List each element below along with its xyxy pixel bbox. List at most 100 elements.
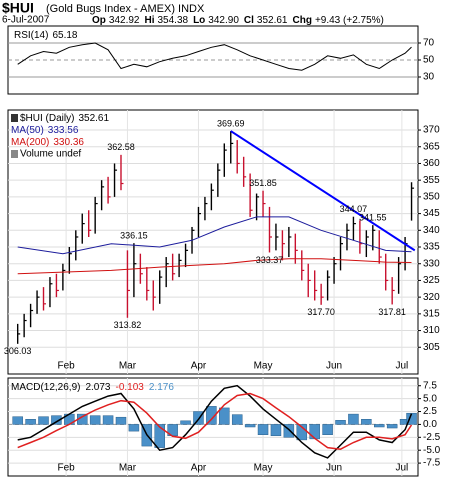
- x-tick-label: Feb: [57, 463, 75, 474]
- y-tick-label: 70: [423, 38, 435, 49]
- legend-value: 2.073: [85, 382, 110, 393]
- legend-value: 333.56: [48, 125, 79, 136]
- stat-label: Cl: [244, 15, 254, 26]
- y-tick-label: 365: [423, 141, 440, 152]
- legend: $HUI (Daily) 352.61: [20, 113, 109, 124]
- stat-label: Chg: [292, 15, 311, 26]
- histogram-bar: [348, 413, 359, 425]
- y-tick-label: 370: [423, 125, 440, 136]
- legend: Volume undef: [20, 149, 81, 160]
- legend: RSI(14) 65.18: [14, 30, 78, 41]
- histogram-bar: [406, 412, 417, 425]
- y-tick-label: 320: [423, 292, 440, 303]
- y-tick-label: 330: [423, 258, 440, 269]
- x-tick-label: Apr: [191, 361, 207, 372]
- x-tick-label: Mar: [119, 361, 137, 372]
- legend: MA(200) 330.36: [11, 137, 84, 148]
- x-tick-label: Mar: [119, 463, 137, 474]
- histogram-bar: [193, 411, 204, 425]
- legend-name: MA(50): [11, 125, 44, 136]
- legend-value: 330.36: [53, 137, 84, 148]
- legend-name: MA(200): [11, 137, 49, 148]
- histogram-bar: [51, 415, 62, 425]
- series-line: [17, 216, 412, 255]
- y-tick-label: 7.5: [423, 380, 437, 391]
- stat-label: Op: [92, 15, 106, 26]
- stat-label: Lo: [193, 15, 205, 26]
- y-tick-label: 355: [423, 175, 440, 186]
- histogram-bar: [128, 424, 140, 432]
- x-tick-label: Jul: [395, 463, 408, 474]
- price-annotation: 369.69: [217, 118, 245, 128]
- price-annotation: 351.85: [249, 178, 277, 188]
- y-tick-label: 2.5: [423, 406, 437, 417]
- legend-value: 352.61: [78, 113, 109, 124]
- price-annotation: 362.58: [107, 142, 135, 152]
- histogram-bar: [335, 420, 346, 425]
- y-tick-label: 315: [423, 308, 440, 319]
- y-tick-label: 335: [423, 242, 440, 253]
- legend-name: MACD(12,26,9): [11, 382, 80, 393]
- x-tick-label: May: [254, 361, 273, 372]
- y-tick-label: -7.5: [423, 458, 441, 469]
- legend-name: RSI(14): [14, 30, 48, 41]
- histogram-bar: [244, 424, 256, 428]
- x-tick-label: Jul: [395, 361, 408, 372]
- y-tick-label: 345: [423, 208, 440, 219]
- legend-name: $HUI (Daily): [20, 113, 74, 124]
- x-tick-label: Jun: [326, 361, 342, 372]
- x-tick-label: Jun: [326, 463, 342, 474]
- series-line: [17, 392, 413, 450]
- y-tick-label: 310: [423, 325, 440, 336]
- y-tick-label: -2.5: [423, 432, 441, 443]
- legend-swatch: [11, 114, 18, 122]
- histogram-bar: [322, 424, 333, 435]
- stat-value: 342.90: [208, 15, 239, 26]
- y-tick-label: 350: [423, 192, 440, 203]
- y-tick-label: 30: [423, 72, 435, 83]
- price-stats: Op 342.92 Hi 354.38 Lo 342.90 Cl 352.61 Chg +9.43…: [92, 15, 384, 26]
- histogram-bar: [309, 424, 320, 440]
- stat-value: +9.43 (+2.75%): [315, 15, 384, 26]
- legend-value: -0.103: [116, 382, 145, 393]
- histogram-bar: [12, 416, 23, 425]
- price-annotation: 341.55: [359, 212, 387, 222]
- stat-value: 352.61: [257, 15, 288, 26]
- histogram-bar: [89, 415, 101, 425]
- series-line: [17, 384, 413, 459]
- histogram-bar: [257, 424, 269, 435]
- histogram-bar: [231, 414, 243, 425]
- y-tick-label: 340: [423, 225, 440, 236]
- y-tick-label: 325: [423, 275, 440, 286]
- legend-value: 65.18: [52, 30, 77, 41]
- panel-frame: [7, 377, 419, 477]
- histogram-bar: [219, 407, 230, 425]
- price-annotation: 313.82: [114, 320, 142, 330]
- stat-label: Hi: [144, 15, 154, 26]
- legend: MA(50) 333.56: [11, 125, 79, 136]
- price-annotation: 317.81: [378, 307, 406, 317]
- trendline: [230, 130, 416, 252]
- price-annotation: 306.03: [4, 346, 32, 356]
- x-tick-label: May: [254, 463, 273, 474]
- date: 6-Jul-2007: [2, 15, 50, 26]
- stat-value: 342.92: [109, 15, 140, 26]
- series-line: [17, 42, 412, 71]
- histogram-bar: [206, 406, 217, 425]
- series-line: [17, 258, 412, 275]
- index-name: (Gold Bugs Index - AMEX) INDX: [46, 3, 205, 15]
- y-tick-label: 50: [423, 55, 435, 66]
- histogram-bar: [386, 424, 398, 429]
- y-tick-label: 360: [423, 158, 440, 169]
- y-tick-label: -5.0: [423, 445, 441, 456]
- histogram-bar: [154, 424, 165, 448]
- price-annotation: 336.15: [120, 231, 148, 241]
- price-annotation: 344.07: [340, 204, 368, 214]
- y-tick-label: 5.0: [423, 393, 437, 404]
- histogram-bar: [38, 416, 49, 425]
- legend-swatch: [11, 150, 18, 158]
- price-annotation: 333.37: [256, 255, 284, 265]
- histogram-bar: [102, 415, 114, 425]
